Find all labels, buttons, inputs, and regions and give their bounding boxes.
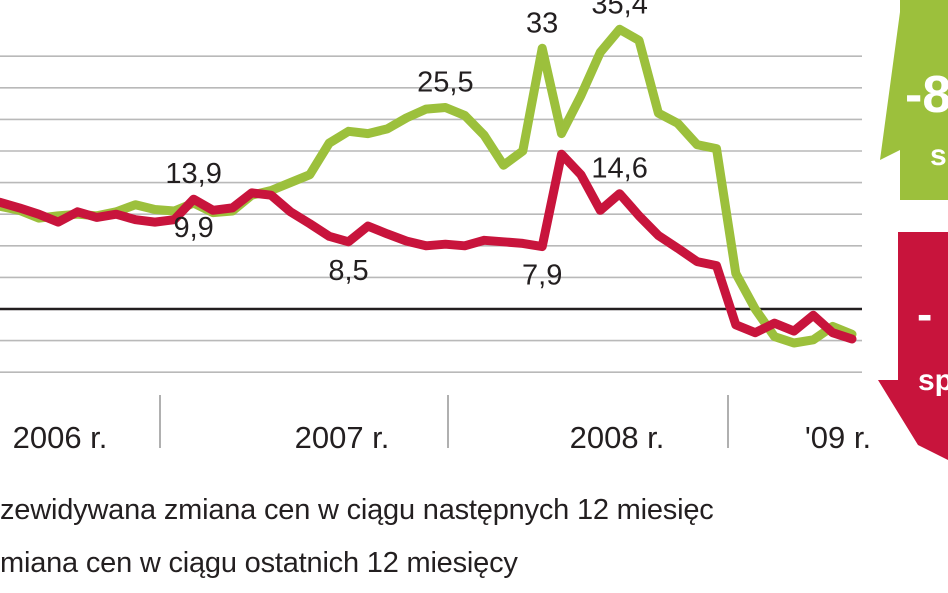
data-label: 7,9: [522, 260, 562, 292]
value-labels: 13,9 9,9 8,5 25,5 33 7,9 35,4 14,6: [165, 0, 647, 292]
past-decline-arrow: [878, 232, 948, 460]
data-label: 14,6: [591, 153, 647, 185]
data-label: 35,4: [591, 0, 647, 20]
decline-badges: -8 s - sp: [878, 0, 948, 460]
data-label: 9,9: [173, 212, 213, 244]
data-label: 8,5: [328, 255, 368, 287]
past-decline-unit: sp: [918, 364, 948, 397]
year-separators: [159, 395, 729, 448]
legend-expected-label: zewidywana zmiana cen w ciągu następnych…: [0, 494, 714, 526]
x-tick-label: '09 r.: [805, 420, 871, 455]
legend-expected-change: zewidywana zmiana cen w ciągu następnych…: [0, 494, 714, 527]
x-tick-label: 2007 r.: [295, 420, 390, 455]
data-label: 33: [526, 7, 558, 39]
legend-past-label: miana cen w ciągu ostatnich 12 miesięcy: [0, 547, 518, 579]
expected-decline-value: -8: [905, 66, 948, 124]
series-lines: [0, 24, 857, 348]
x-axis-labels: 2006 r. 2007 r. 2008 r. '09 r.: [13, 420, 872, 455]
x-tick-label: 2008 r.: [570, 420, 665, 455]
past-decline-value: -: [917, 288, 932, 340]
data-label: 13,9: [165, 158, 221, 190]
expected-decline-unit: s: [930, 139, 947, 172]
data-label: 25,5: [417, 67, 473, 99]
legend-past-change: miana cen w ciągu ostatnich 12 miesięcy: [0, 547, 518, 580]
series-line-past: [0, 149, 857, 344]
x-tick-label: 2006 r.: [13, 420, 108, 455]
series-line-expected: [0, 24, 857, 348]
expected-decline-arrow: [880, 0, 948, 200]
